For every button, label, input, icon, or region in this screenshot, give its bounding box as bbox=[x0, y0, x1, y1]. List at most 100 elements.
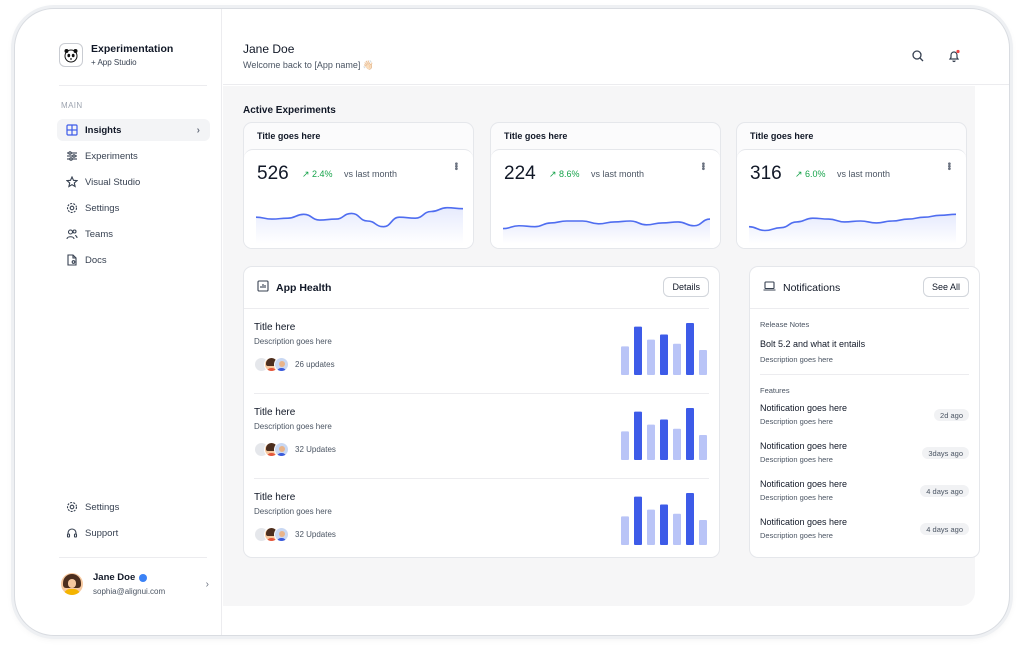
sparkline-chart bbox=[503, 218, 710, 244]
stat-delta: ↗ 8.6% bbox=[549, 169, 580, 180]
notification-title: Notification goes here bbox=[760, 479, 848, 489]
bar bbox=[673, 513, 681, 545]
notification-item[interactable]: Notification goes here Description goes … bbox=[760, 397, 969, 433]
header: Jane Doe Welcome back to [App name] 👋🏻 bbox=[223, 9, 1009, 85]
notification-description: Description goes here bbox=[760, 493, 833, 502]
avatar bbox=[274, 442, 289, 457]
item-description: Description goes here bbox=[254, 422, 332, 431]
details-button[interactable]: Details bbox=[663, 277, 709, 297]
brand-title: Experimentation bbox=[91, 43, 174, 55]
laptop-icon bbox=[763, 279, 776, 297]
sparkline-line bbox=[256, 206, 463, 228]
section-title: Active Experiments bbox=[243, 105, 336, 116]
sidebar-item-settings[interactable]: Settings bbox=[57, 197, 210, 219]
bar bbox=[621, 431, 629, 460]
bar bbox=[660, 419, 668, 460]
sidebar-item-label: Visual Studio bbox=[85, 176, 141, 188]
sparkline-line bbox=[503, 218, 710, 230]
avatar-group: 32 Updates bbox=[254, 442, 336, 457]
sidebar-item-label: Docs bbox=[85, 254, 107, 266]
bar bbox=[634, 411, 642, 460]
user-email: sophia@alignui.com bbox=[93, 587, 166, 596]
more-icon[interactable]: ••• bbox=[697, 162, 708, 170]
time-badge: 3days ago bbox=[922, 447, 969, 459]
sidebar-item-teams[interactable]: Teams bbox=[57, 223, 210, 245]
list-item[interactable]: Title here Description goes here 32 Upda… bbox=[254, 394, 709, 479]
stat-card-title: Title goes here bbox=[257, 131, 321, 141]
stat-value: 526 bbox=[257, 163, 289, 184]
notification-title: Notification goes here bbox=[760, 403, 848, 413]
user-name: Jane Doe bbox=[93, 572, 136, 583]
more-icon[interactable]: ••• bbox=[450, 162, 461, 170]
sidebar-item-support[interactable]: Support bbox=[57, 522, 210, 544]
chevron-right-icon: › bbox=[196, 124, 200, 136]
release-title[interactable]: Bolt 5.2 and what it entails bbox=[760, 339, 866, 349]
update-count: 32 Updates bbox=[295, 530, 336, 539]
sparkline-chart bbox=[256, 206, 463, 244]
sidebar-item-label: Experiments bbox=[85, 150, 138, 162]
avatar-group: 32 Updates bbox=[254, 527, 336, 542]
avatar-group: 26 updates bbox=[254, 357, 335, 372]
trend-up-icon: ↗ bbox=[549, 169, 560, 179]
section-label-main: MAIN bbox=[61, 101, 83, 110]
panel-title: App Health bbox=[276, 281, 332, 294]
more-icon[interactable]: ••• bbox=[943, 162, 954, 170]
trend-up-icon: ↗ bbox=[302, 169, 313, 179]
section-label-release-notes: Release Notes bbox=[760, 320, 810, 329]
gear-icon bbox=[66, 202, 78, 214]
divider bbox=[59, 557, 207, 558]
sidebar-item-settings-bottom[interactable]: Settings bbox=[57, 496, 210, 518]
stat-card[interactable]: Title goes here 224 ↗ 8.6% vs last month… bbox=[490, 122, 721, 249]
item-title: Title here bbox=[254, 322, 296, 333]
brand[interactable]: Experimentation + App Studio bbox=[59, 43, 173, 67]
sidebar-item-label: Settings bbox=[85, 202, 120, 214]
section-label-features: Features bbox=[760, 386, 790, 395]
list-item[interactable]: Title here Description goes here 26 upda… bbox=[254, 309, 709, 394]
stat-card[interactable]: Title goes here 526 ↗ 2.4% vs last month… bbox=[243, 122, 474, 249]
chart-icon bbox=[257, 279, 269, 297]
notification-item[interactable]: Notification goes here Description goes … bbox=[760, 435, 969, 471]
bar bbox=[660, 504, 668, 545]
list-item[interactable]: Title here Description goes here 32 Upda… bbox=[254, 479, 709, 557]
divider bbox=[760, 374, 969, 375]
bar bbox=[634, 496, 642, 545]
bar-chart bbox=[621, 408, 707, 460]
user-profile[interactable]: Jane Doe sophia@alignui.com › bbox=[61, 572, 209, 596]
bar bbox=[686, 493, 694, 545]
main-content: Active Experiments Title goes here 526 ↗… bbox=[223, 86, 980, 606]
sidebar: Experimentation + App Studio MAIN Insigh… bbox=[15, 9, 222, 635]
sidebar-item-label: Settings bbox=[85, 501, 120, 513]
see-all-button[interactable]: See All bbox=[922, 277, 969, 297]
sidebar-item-insights[interactable]: Insights › bbox=[57, 119, 210, 141]
sidebar-item-label: Insights bbox=[85, 124, 122, 136]
bell-icon[interactable] bbox=[947, 49, 961, 63]
stat-delta: ↗ 6.0% bbox=[795, 169, 826, 180]
update-count: 32 Updates bbox=[295, 445, 336, 454]
stat-comparison: vs last month bbox=[344, 169, 398, 179]
avatar bbox=[61, 573, 83, 595]
stat-comparison: vs last month bbox=[837, 169, 891, 179]
star-icon bbox=[66, 176, 78, 188]
sidebar-item-experiments[interactable]: Experiments bbox=[57, 145, 210, 167]
sidebar-item-visual-studio[interactable]: Visual Studio bbox=[57, 171, 210, 193]
item-description: Description goes here bbox=[254, 337, 332, 346]
sidebar-nav: Insights › Experiments Visual Studio Set… bbox=[57, 119, 210, 275]
notification-item[interactable]: Notification goes here Description goes … bbox=[760, 473, 969, 509]
bar-chart bbox=[621, 323, 707, 375]
stat-delta-value: 8.6% bbox=[559, 169, 580, 179]
search-icon[interactable] bbox=[911, 49, 925, 63]
notification-description: Description goes here bbox=[760, 417, 833, 426]
item-description: Description goes here bbox=[254, 507, 332, 516]
sidebar-item-docs[interactable]: Docs bbox=[57, 249, 210, 271]
bar bbox=[621, 516, 629, 545]
notification-item[interactable]: Notification goes here Description goes … bbox=[760, 511, 969, 547]
stat-card[interactable]: Title goes here 316 ↗ 6.0% vs last month… bbox=[736, 122, 967, 249]
header-user-name: Jane Doe bbox=[243, 42, 295, 56]
bar-chart bbox=[621, 493, 707, 545]
users-icon bbox=[66, 228, 78, 240]
notification-title: Notification goes here bbox=[760, 441, 848, 451]
sidebar-item-label: Teams bbox=[85, 228, 113, 240]
panel-title: Notifications bbox=[783, 281, 841, 294]
bar bbox=[634, 326, 642, 375]
bar bbox=[647, 509, 655, 545]
